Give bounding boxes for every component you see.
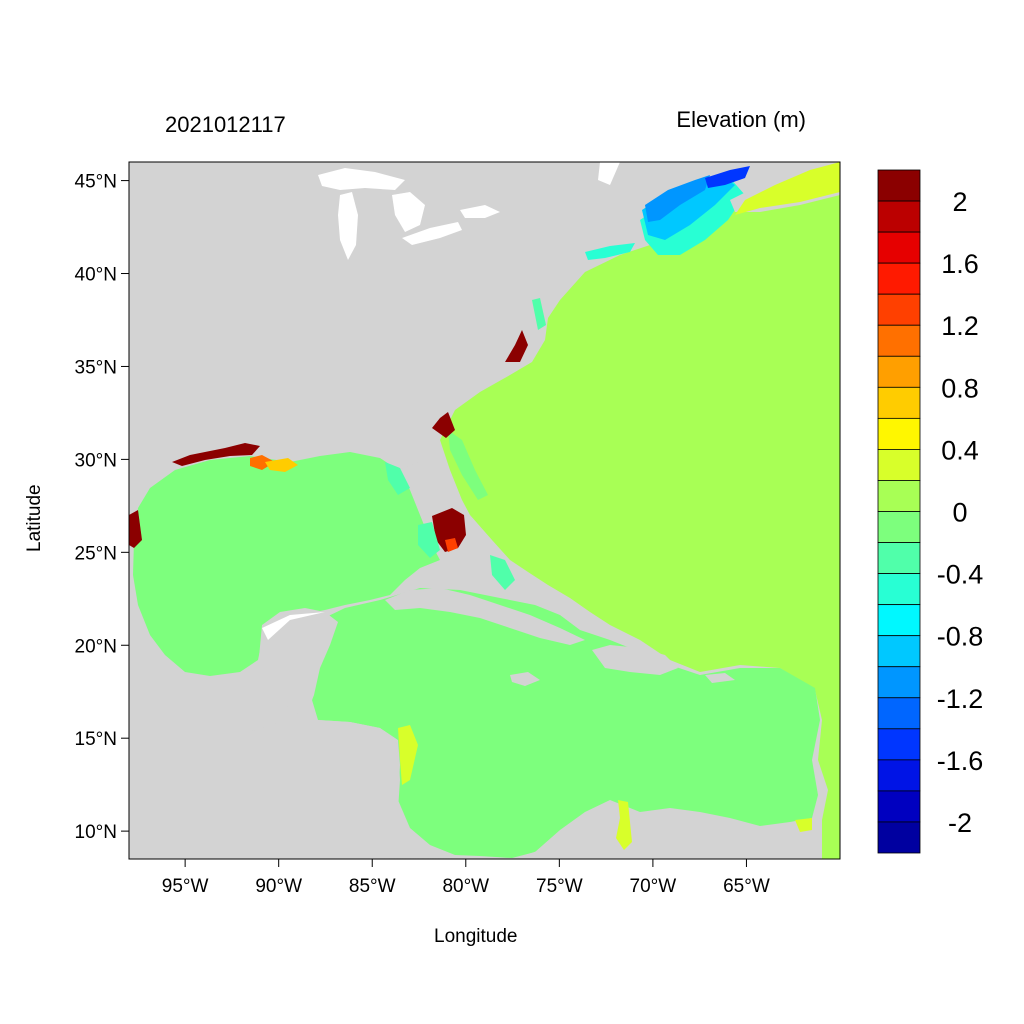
colorbar-swatch xyxy=(877,169,921,202)
colorbar-label: -1.2 xyxy=(937,684,984,714)
colorbar-label: -2 xyxy=(948,808,972,838)
gulf-of-maine-3 xyxy=(645,175,710,222)
colorbar-swatch xyxy=(877,386,921,419)
bahamas-bank xyxy=(490,555,515,590)
colorbar-label: -0.4 xyxy=(937,560,984,590)
cuba xyxy=(385,588,585,645)
central-america-land xyxy=(129,720,455,859)
venezuela-gulf-surge xyxy=(616,800,632,850)
colorbar: 2 1.6 1.2 0.8 0.4 0 -0.4 -0.8 -1.2 -1.6 -2 xyxy=(877,169,984,854)
x-axis-label: Longitude xyxy=(434,926,518,947)
colorbar-label: -0.8 xyxy=(937,622,984,652)
y-axis-label: Latitude xyxy=(24,484,45,552)
east-coast-surge xyxy=(432,412,455,438)
colorbar-swatch xyxy=(877,200,921,233)
colorbar-swatch xyxy=(877,355,921,388)
colorbar-swatch xyxy=(877,542,921,574)
florida-surge-tip xyxy=(445,538,458,552)
bay-of-fundy xyxy=(705,166,750,188)
y-axis-ticks: 45°N 40°N 35°N 30°N 25°N 20°N 15°N 10°N xyxy=(75,172,129,843)
colorbar-swatch xyxy=(877,790,921,823)
colorbar-label: 1.2 xyxy=(941,311,979,341)
variable-title: Elevation (m) xyxy=(676,107,806,132)
gulf-coast-surge xyxy=(172,443,260,466)
colorbar-swatch xyxy=(877,635,921,668)
colorbar-swatch xyxy=(877,231,921,264)
louisiana-surge-2 xyxy=(265,458,298,472)
lake-michigan xyxy=(338,192,358,260)
hudson-strip xyxy=(598,162,620,185)
colorbar-label: 2 xyxy=(952,187,967,217)
carolina-surge xyxy=(505,330,528,362)
lake-huron xyxy=(392,192,425,232)
big-bend-bay xyxy=(385,462,410,495)
colorbar-swatch xyxy=(877,604,921,637)
puerto-rico xyxy=(705,673,735,683)
y-tick-label: 20°N xyxy=(75,636,117,657)
atlantic-ocean xyxy=(440,162,840,859)
colorbar-swatch xyxy=(877,666,921,699)
florida-surge xyxy=(432,508,466,552)
long-island-sound xyxy=(585,243,635,260)
colorbar-label: 0.8 xyxy=(941,373,979,403)
y-tick-label: 30°N xyxy=(75,450,117,471)
gulf-of-mexico xyxy=(133,452,440,676)
florida-west-shelf xyxy=(418,522,440,558)
gulf-of-maine-2 xyxy=(642,175,735,240)
yucatan-shelf xyxy=(262,612,325,640)
colorbar-label: -1.6 xyxy=(937,746,984,776)
x-tick-label: 95°W xyxy=(162,876,209,897)
lake-ontario xyxy=(460,205,500,218)
chesapeake xyxy=(532,298,546,330)
x-tick-label: 70°W xyxy=(630,876,677,897)
lake-erie xyxy=(402,222,462,245)
caribbean-sea xyxy=(312,588,820,858)
y-tick-label: 35°N xyxy=(75,357,117,378)
colorbar-swatch xyxy=(877,759,921,792)
colorbar-swatch xyxy=(877,697,921,730)
jamaica xyxy=(510,672,540,686)
x-tick-label: 90°W xyxy=(255,876,302,897)
colorbar-swatch xyxy=(877,417,921,450)
colorbar-swatch xyxy=(877,821,921,854)
leeward-surge xyxy=(795,818,812,832)
timestamp-title: 2021012117 xyxy=(165,112,286,137)
y-tick-label: 45°N xyxy=(75,172,117,193)
colorbar-swatch xyxy=(877,324,921,357)
hispaniola xyxy=(592,645,678,675)
colorbar-swatch xyxy=(877,293,921,326)
south-america-land xyxy=(514,802,822,859)
x-tick-label: 85°W xyxy=(349,876,396,897)
florida-atlantic-strip xyxy=(448,430,488,500)
y-tick-label: 25°N xyxy=(75,543,117,564)
louisiana-surge xyxy=(250,455,275,470)
y-tick-label: 10°N xyxy=(75,822,117,843)
x-axis-ticks: 95°W 90°W 85°W 80°W 75°W 70°W 65°W xyxy=(162,859,770,897)
x-tick-label: 75°W xyxy=(536,876,583,897)
colorbar-swatch xyxy=(877,511,921,543)
lake-superior xyxy=(318,168,405,190)
y-tick-label: 40°N xyxy=(75,265,117,286)
x-tick-label: 80°W xyxy=(442,876,489,897)
y-tick-label: 15°N xyxy=(75,729,117,750)
colorbar-swatch xyxy=(877,573,921,606)
texas-coast-surge xyxy=(129,510,142,548)
colorbar-swatch xyxy=(877,480,921,512)
colorbar-label: 0 xyxy=(952,498,967,528)
colorbar-label: 1.6 xyxy=(941,249,979,279)
colorbar-label: 0.4 xyxy=(941,435,979,465)
colorbar-swatch xyxy=(877,262,921,295)
nova-scotia-shelf xyxy=(735,162,840,215)
yucatan-land xyxy=(258,608,338,718)
plot-frame xyxy=(128,161,841,860)
colorbar-swatch xyxy=(877,728,921,761)
x-tick-label: 65°W xyxy=(723,876,770,897)
colorbar-swatch xyxy=(877,449,921,481)
nicaragua-coast-surge xyxy=(398,725,418,785)
